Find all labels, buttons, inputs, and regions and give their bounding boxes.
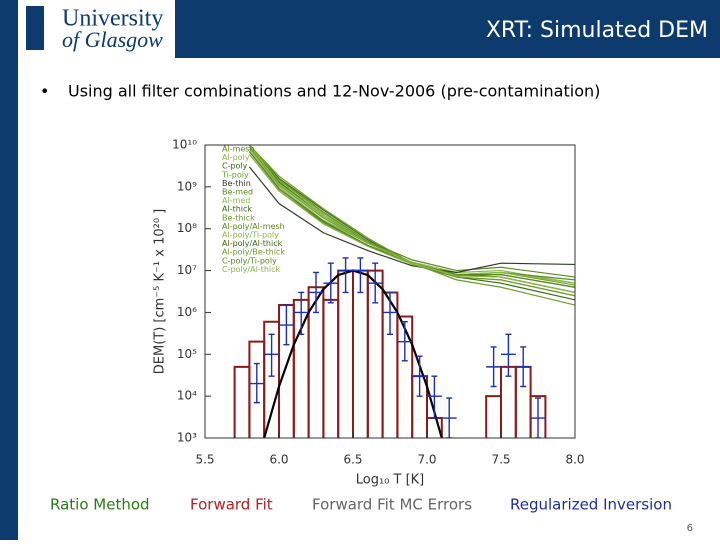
y-tick-label: 10¹⁰	[172, 138, 197, 152]
series-line	[248, 151, 575, 288]
plot-frame	[204, 144, 576, 439]
slide-title: XRT: Simulated DEM	[486, 18, 708, 43]
series-line	[248, 145, 575, 306]
y-axis-title: DEM(T) [cm⁻⁵ K⁻¹ x 10²⁰ ]	[153, 209, 168, 374]
y-tick-label: 10³	[177, 431, 197, 445]
bullet-marker: •	[40, 82, 49, 101]
y-tick-label: 10⁵	[177, 347, 197, 361]
legend-entry: Be-thin	[222, 179, 251, 188]
legend-entry: Al-med	[222, 196, 250, 205]
error-bar	[338, 257, 353, 294]
legend-entry: Al-poly/Ti-poly	[222, 231, 279, 240]
legend-entry: Al-mesh	[222, 145, 255, 154]
error-bar	[427, 375, 442, 419]
header-bar	[175, 0, 720, 58]
legend-entry: Al-poly	[222, 153, 250, 162]
y-tick-label: 10⁹	[177, 179, 197, 193]
error-bar	[530, 397, 546, 438]
legend-entry: Al-poly/Be-thick	[222, 248, 285, 257]
bullet-text: Using all filter combinations and 12-Nov…	[68, 82, 600, 101]
legend-entry: Be-thick	[222, 213, 255, 222]
error-bar	[308, 271, 324, 314]
legend-entry: C-poly/Al-thick	[222, 265, 281, 274]
series-line	[248, 145, 575, 297]
method-label: Forward Fit MC Errors	[312, 496, 472, 514]
error-bar	[441, 397, 457, 438]
method-label: Regularized Inversion	[510, 496, 672, 514]
legend-entry: Al-poly/Al-mesh	[222, 222, 285, 231]
error-bar	[412, 355, 427, 397]
error-bar	[515, 346, 531, 388]
error-bar	[486, 346, 501, 388]
series-line	[248, 145, 575, 294]
error-bar	[501, 333, 516, 377]
legend-entry: Ti-poly	[221, 170, 249, 179]
method-label: Forward Fit	[190, 496, 273, 514]
error-bar	[249, 362, 265, 404]
logo-crest	[26, 6, 44, 50]
logo-text: of Glasgow	[62, 27, 163, 52]
error-bar	[264, 333, 279, 377]
x-tick-label: 7.5	[491, 453, 510, 467]
x-tick-label: 6.5	[343, 453, 362, 467]
side-bar	[0, 0, 18, 540]
x-axis-title: Log₁₀ T [K]	[356, 473, 425, 488]
legend-entry: C-poly	[222, 162, 248, 171]
legend-entry: C-poly/Ti-poly	[222, 256, 277, 265]
error-bar	[353, 257, 368, 294]
series-line	[248, 166, 575, 274]
error-bar	[397, 321, 413, 362]
y-tick-label: 10⁶	[177, 305, 197, 319]
y-tick-label: 10⁸	[177, 221, 197, 235]
error-bar	[382, 291, 398, 336]
error-bar	[323, 262, 339, 304]
error-bar	[279, 304, 294, 346]
method-label: Ratio Method	[50, 496, 150, 514]
legend-entry: Al-poly/Al-thick	[222, 239, 283, 248]
x-tick-label: 6.0	[269, 453, 288, 467]
logo-text: University	[62, 6, 163, 32]
plot-area	[233, 145, 575, 438]
y-tick-label: 10⁷	[177, 263, 197, 277]
error-bar	[293, 291, 309, 336]
error-bar	[367, 262, 383, 304]
legend-entry: Be-med	[222, 188, 253, 197]
x-tick-label: 7.0	[417, 453, 436, 467]
page-number: 6	[687, 523, 693, 534]
legend-entry: Al-thick	[222, 205, 252, 214]
series-line	[248, 153, 575, 284]
x-tick-label: 5.5	[195, 453, 214, 467]
x-tick-label: 8.0	[565, 453, 584, 467]
y-tick-label: 10⁴	[177, 389, 197, 403]
